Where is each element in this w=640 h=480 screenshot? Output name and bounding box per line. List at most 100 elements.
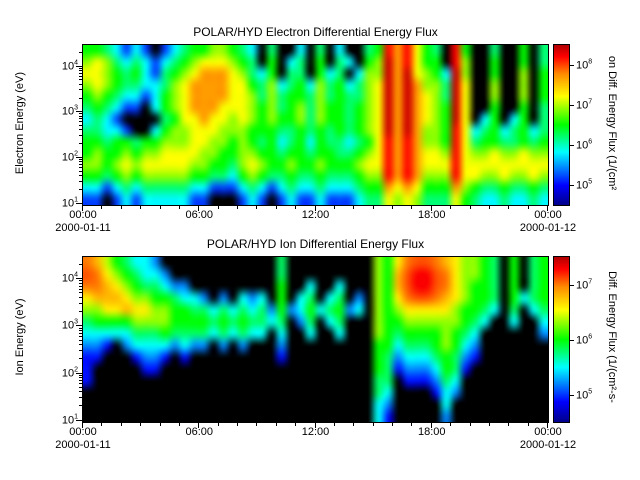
y-minor-tick: [79, 405, 82, 406]
colorbar-tick: [570, 340, 574, 341]
y-minor-tick: [79, 336, 82, 337]
y-major-tick: [76, 278, 82, 279]
x-minor-tick: [334, 206, 335, 209]
x-minor-tick: [470, 206, 471, 209]
x-tick-label: 00:00: [69, 209, 97, 221]
y-minor-tick: [79, 297, 82, 298]
colorbar-tick-label: 105: [576, 178, 593, 192]
y-minor-tick: [79, 330, 82, 331]
electron-spectrogram: [82, 44, 549, 206]
colorbar-tick: [570, 105, 574, 106]
y-minor-tick: [79, 175, 82, 176]
y-minor-tick: [79, 377, 82, 378]
x-minor-tick: [276, 206, 277, 209]
y-tick-label: 102: [61, 366, 78, 379]
y-tick-label: 103: [61, 104, 78, 118]
y-tick-label: 104: [61, 59, 78, 72]
x-tick-label: 00:00: [534, 209, 562, 221]
x-minor-tick: [373, 206, 374, 209]
y-minor-tick: [79, 383, 82, 384]
x-minor-tick: [411, 206, 412, 209]
y-major-tick: [76, 325, 82, 326]
y-minor-tick: [79, 98, 82, 99]
x-minor-tick: [160, 206, 161, 209]
x-minor-tick: [140, 423, 141, 426]
x-end-date-label: 2000-01-12: [519, 222, 577, 234]
y-minor-tick: [79, 303, 82, 304]
y-major-tick: [76, 420, 82, 421]
y-minor-tick: [79, 70, 82, 71]
y-major-tick: [76, 373, 82, 374]
y-minor-tick: [79, 289, 82, 290]
x-minor-tick: [295, 423, 296, 426]
colorbar-tick: [570, 395, 574, 396]
y-minor-tick: [79, 68, 82, 69]
ion-colorbar: [553, 256, 570, 423]
x-tick-label: 18:00: [417, 209, 446, 221]
y-minor-tick: [79, 52, 82, 53]
x-major-tick: [82, 206, 83, 211]
y-minor-tick: [79, 283, 82, 284]
x-minor-tick: [373, 423, 374, 426]
x-minor-tick: [256, 423, 257, 426]
x-minor-tick: [160, 423, 161, 426]
x-tick-label: 00:00: [534, 426, 562, 438]
colorbar-tick-label: 107: [576, 278, 593, 291]
ion-spectrogram-canvas: [83, 257, 548, 422]
y-minor-tick: [79, 84, 82, 85]
x-minor-tick: [508, 206, 509, 209]
colorbar-tick-label: 107: [576, 98, 593, 112]
x-minor-tick: [237, 206, 238, 209]
y-minor-tick: [79, 89, 82, 90]
y-minor-tick: [79, 135, 82, 136]
x-minor-tick: [179, 206, 180, 209]
y-minor-tick: [79, 143, 82, 144]
y-minor-tick: [79, 125, 82, 126]
x-minor-tick: [392, 423, 393, 426]
colorbar-tick-label: 106: [576, 138, 593, 152]
x-tick-label: 00:00: [69, 426, 97, 438]
x-tick-label: 12:00: [301, 426, 330, 438]
x-minor-tick: [528, 206, 529, 209]
x-minor-tick: [140, 206, 141, 209]
y-tick-label: 102: [61, 150, 78, 164]
y-minor-tick: [79, 129, 82, 130]
y-minor-tick: [79, 375, 82, 376]
y-minor-tick: [79, 280, 82, 281]
x-minor-tick: [334, 423, 335, 426]
x-major-tick: [198, 423, 199, 428]
electron-spectrogram-canvas: [83, 45, 548, 205]
y-minor-tick: [79, 167, 82, 168]
y-minor-tick: [79, 391, 82, 392]
x-tick-label: 18:00: [417, 426, 446, 438]
x-major-tick: [547, 206, 548, 211]
x-minor-tick: [218, 423, 219, 426]
colorbar-tick: [570, 285, 574, 286]
y-minor-tick: [79, 387, 82, 388]
y-minor-tick: [79, 380, 82, 381]
y-tick-label: 101: [61, 196, 78, 210]
colorbar-tick: [570, 145, 574, 146]
y-minor-tick: [79, 189, 82, 190]
x-minor-tick: [353, 206, 354, 209]
y-minor-tick: [79, 264, 82, 265]
y-minor-tick: [79, 286, 82, 287]
ion-colorbar-canvas: [554, 257, 569, 422]
electron-y-axis-label: Electron Energy (eV): [14, 71, 26, 175]
y-minor-tick: [79, 171, 82, 172]
y-minor-tick: [79, 328, 82, 329]
x-minor-tick: [276, 423, 277, 426]
ion-panel-title: POLAR/HYD Ion Differential Energy Flux: [206, 237, 425, 251]
y-major-tick: [76, 157, 82, 158]
x-major-tick: [198, 206, 199, 211]
y-minor-tick: [79, 73, 82, 74]
ion-colorbar-label: Diff. Energy Flux (1/(cm²-s-: [606, 271, 618, 403]
x-minor-tick: [295, 206, 296, 209]
x-major-tick: [315, 206, 316, 211]
x-major-tick: [82, 423, 83, 428]
y-minor-tick: [79, 350, 82, 351]
x-major-tick: [315, 423, 316, 428]
electron-colorbar-canvas: [554, 45, 569, 205]
x-minor-tick: [392, 206, 393, 209]
